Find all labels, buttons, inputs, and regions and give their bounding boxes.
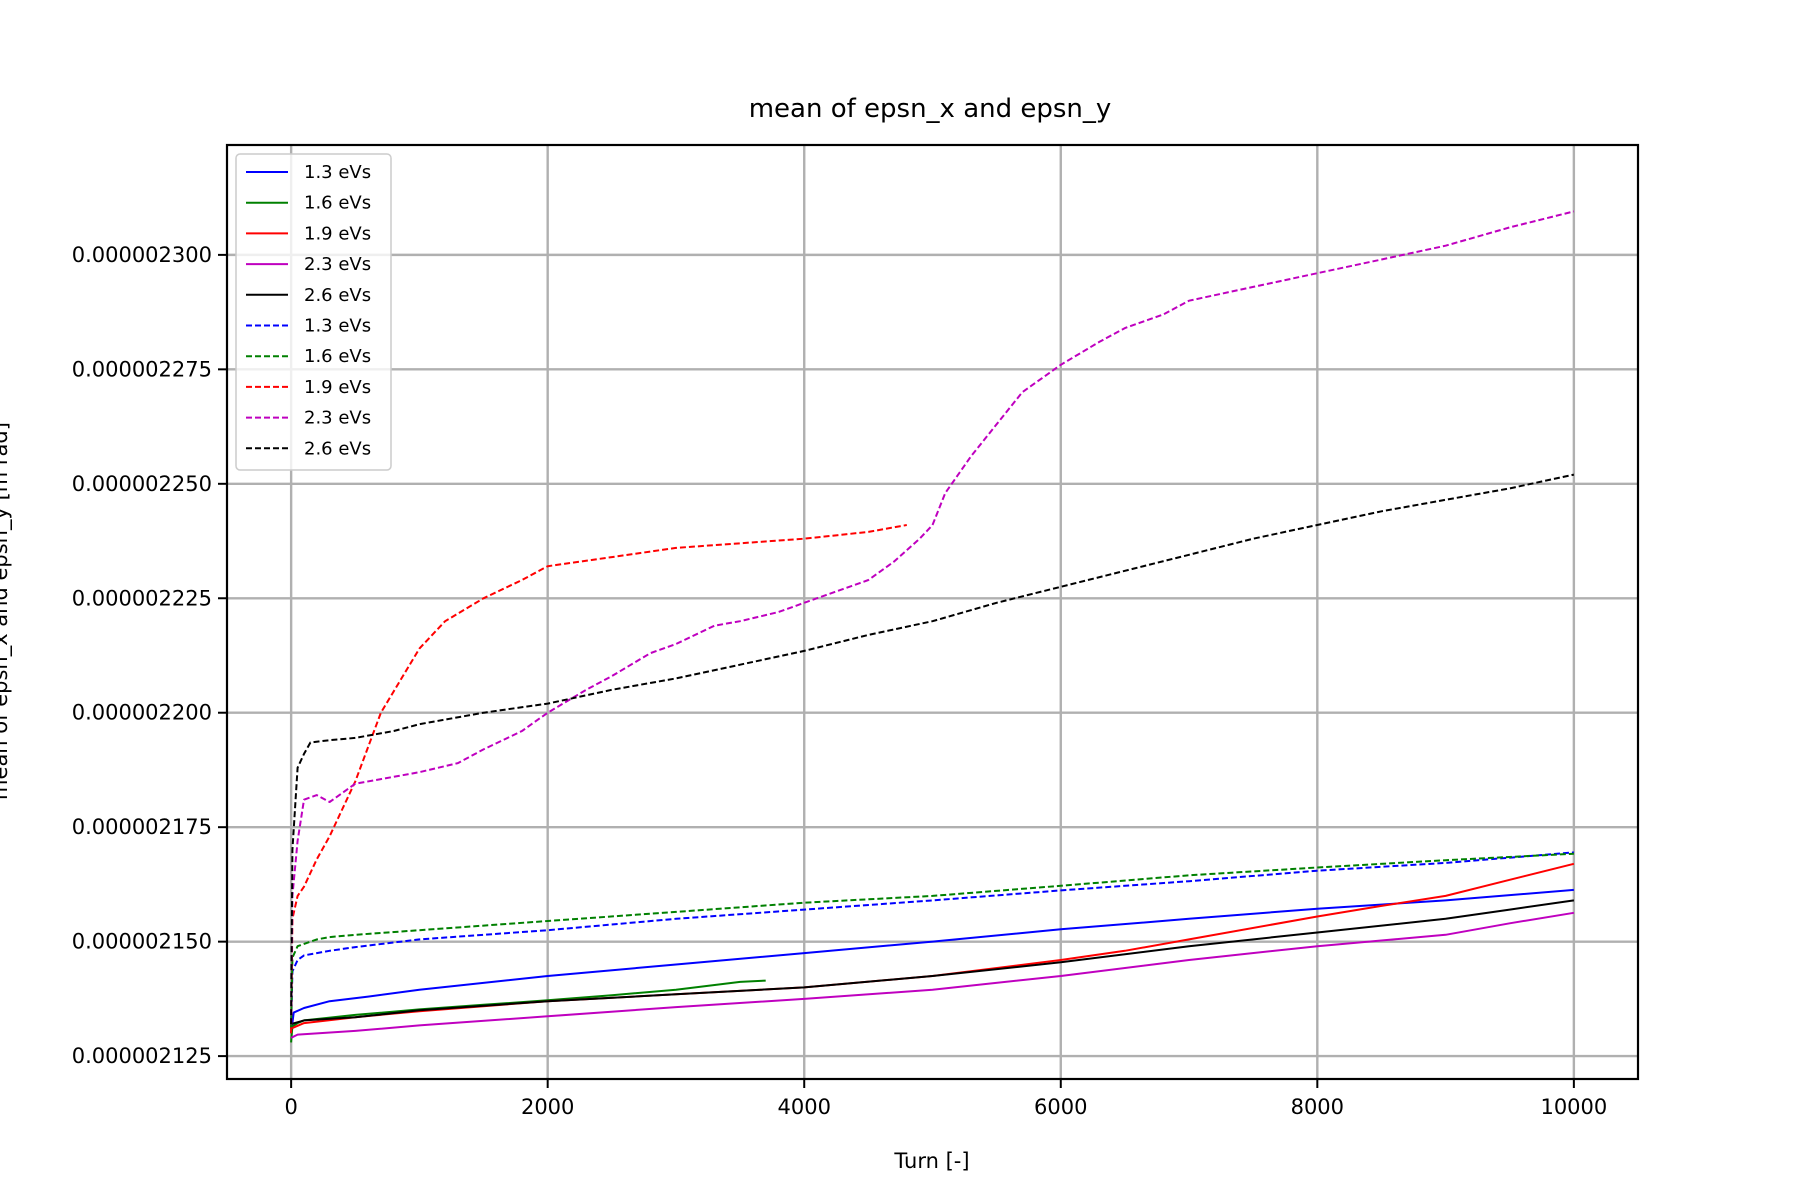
x-axis-label: Turn [-] xyxy=(893,1149,969,1173)
legend-label: 2.3 eVs xyxy=(304,254,371,275)
y-tick-label: 0.000002275 xyxy=(72,357,212,381)
legend: 1.3 eVs 1.6 eVs 1.9 eVs 2.3 eVs 2.6 eVs 1.3 e… xyxy=(235,153,392,471)
x-tick-label: 6000 xyxy=(1034,1095,1087,1119)
series-line-6 xyxy=(290,851,1574,1029)
series-line-7 xyxy=(290,852,1574,1029)
y-tick-label: 0.000002150 xyxy=(72,930,212,954)
x-tick-label: 0 xyxy=(284,1095,297,1119)
y-tick-label: 0.000002250 xyxy=(72,472,212,496)
y-tick-label: 0.000002200 xyxy=(72,701,212,725)
series-line-8 xyxy=(290,524,907,1034)
y-tick-label: 0.000002300 xyxy=(72,243,212,267)
series-line-10 xyxy=(290,473,1575,1025)
plot-frame xyxy=(225,143,1640,1081)
axis-ticks: 0 2000 4000 6000 8000 10000 0.000002125 0.00000… xyxy=(72,243,1608,1119)
series-line-5 xyxy=(290,899,1575,1026)
y-tick-label: 0.000002125 xyxy=(72,1044,212,1068)
chart-title: mean of epsn_x and epsn_y xyxy=(749,94,1112,124)
grid xyxy=(227,145,1638,1079)
x-tick-label: 10000 xyxy=(1540,1095,1607,1119)
y-tick-label: 0.000002175 xyxy=(72,815,212,839)
series-group xyxy=(290,210,1575,1043)
legend-label: 1.6 eVs xyxy=(304,193,371,214)
legend-label: 2.3 eVs xyxy=(304,408,371,429)
series-line-1 xyxy=(290,888,1574,1034)
legend-label: 1.6 eVs xyxy=(304,346,371,367)
y-tick-label: 0.000002225 xyxy=(72,586,212,610)
legend-label: 2.6 eVs xyxy=(304,285,371,306)
x-tick-label: 2000 xyxy=(521,1095,574,1119)
x-tick-label: 8000 xyxy=(1291,1095,1344,1119)
legend-label: 1.9 eVs xyxy=(304,377,371,398)
y-axis-label: mean of epsn_x and epsn_y [m rad] xyxy=(0,422,13,800)
series-line-4 xyxy=(290,911,1575,1039)
series-line-9 xyxy=(290,210,1575,1025)
legend-label: 1.3 eVs xyxy=(304,316,371,337)
legend-label: 1.3 eVs xyxy=(304,162,371,183)
x-tick-label: 4000 xyxy=(778,1095,831,1119)
legend-label: 2.6 eVs xyxy=(304,438,371,459)
legend-label: 1.9 eVs xyxy=(304,223,371,244)
